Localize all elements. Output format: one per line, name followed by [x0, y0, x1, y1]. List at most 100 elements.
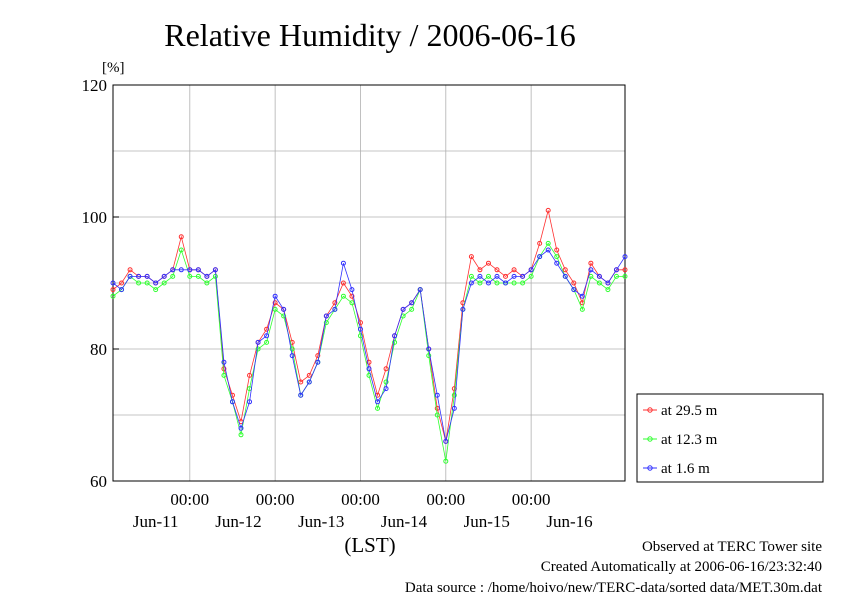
data-point	[485, 260, 491, 266]
data-point	[528, 273, 534, 279]
data-point	[511, 267, 517, 273]
data-point	[247, 399, 253, 405]
data-point	[366, 359, 372, 365]
x-day-label: Jun-15	[464, 512, 510, 531]
x-day-label: Jun-11	[133, 512, 179, 531]
data-point	[144, 273, 150, 279]
data-point	[468, 254, 474, 260]
data-point	[503, 280, 509, 286]
data-point	[349, 300, 355, 306]
data-point	[375, 399, 381, 405]
data-point	[178, 234, 184, 240]
data-point	[281, 313, 287, 319]
data-point	[212, 267, 218, 273]
data-point	[178, 247, 184, 253]
data-point	[622, 254, 628, 260]
data-point	[178, 267, 184, 273]
y-axis-label: [%]	[102, 60, 125, 76]
data-point	[554, 254, 560, 260]
x-day-label: Jun-14	[381, 512, 428, 531]
data-point	[520, 273, 526, 279]
data-point	[451, 392, 457, 398]
grid-lines	[113, 85, 625, 481]
data-point	[409, 300, 415, 306]
legend: at 29.5 m at 12.3 m at 1.6 m	[636, 393, 824, 483]
data-point	[110, 280, 116, 286]
data-point	[588, 267, 594, 273]
data-point	[187, 273, 193, 279]
data-point	[264, 326, 270, 332]
footer-source: Data source : /home/hoivo/new/TERC-data/…	[405, 580, 823, 595]
data-point	[417, 287, 423, 293]
data-point	[264, 339, 270, 345]
series-layer	[110, 207, 628, 464]
x-day-label: Jun-16	[546, 512, 592, 531]
data-point	[119, 287, 125, 293]
data-point	[127, 267, 133, 273]
data-point	[392, 339, 398, 345]
legend-swatch-marker	[647, 407, 653, 413]
data-point	[221, 359, 227, 365]
data-point	[229, 399, 235, 405]
data-point	[571, 287, 577, 293]
data-point	[426, 346, 432, 352]
data-point	[340, 280, 346, 286]
data-point	[195, 273, 201, 279]
data-point	[110, 293, 116, 299]
data-point	[554, 260, 560, 266]
data-point	[127, 273, 133, 279]
footer-created: Created Automatically at 2006-06-16/23:3…	[541, 559, 822, 575]
legend-swatch-marker	[647, 465, 653, 471]
data-point	[545, 240, 551, 246]
legend-label: at 12.3 m	[661, 432, 718, 448]
data-point	[323, 320, 329, 326]
data-point	[537, 240, 543, 246]
data-point	[409, 306, 415, 312]
data-point	[622, 273, 628, 279]
data-point	[494, 280, 500, 286]
data-point	[494, 267, 500, 273]
data-point	[400, 306, 406, 312]
data-point	[306, 379, 312, 385]
data-point	[170, 267, 176, 273]
data-point	[605, 287, 611, 293]
data-point	[375, 405, 381, 411]
data-point	[298, 379, 304, 385]
data-point	[596, 280, 602, 286]
legend-label: at 1.6 m	[661, 461, 710, 477]
data-point	[554, 247, 560, 253]
data-point	[494, 273, 500, 279]
data-point	[485, 273, 491, 279]
data-point	[545, 247, 551, 253]
data-point	[323, 313, 329, 319]
data-point	[204, 273, 210, 279]
data-point	[477, 280, 483, 286]
data-point	[562, 273, 568, 279]
data-point	[503, 273, 509, 279]
data-point	[443, 458, 449, 464]
data-point	[170, 273, 176, 279]
data-point	[451, 405, 457, 411]
data-point	[153, 287, 159, 293]
chart-title: Relative Humidity / 2006-06-16	[164, 17, 576, 53]
data-point	[511, 280, 517, 286]
data-point	[443, 438, 449, 444]
y-tick-label: 100	[82, 208, 108, 227]
data-point	[579, 293, 585, 299]
legend-swatch-marker	[647, 436, 653, 442]
data-point	[272, 300, 278, 306]
y-tick-label: 120	[82, 76, 108, 95]
data-point	[434, 405, 440, 411]
data-point	[332, 306, 338, 312]
data-point	[383, 366, 389, 372]
data-point	[468, 280, 474, 286]
series-2	[110, 247, 628, 444]
data-point	[357, 326, 363, 332]
data-point	[272, 293, 278, 299]
data-point	[195, 267, 201, 273]
data-point	[340, 293, 346, 299]
data-point	[298, 392, 304, 398]
y-tick-labels: 60 80 100 120	[82, 76, 119, 491]
series-line	[112, 249, 626, 442]
